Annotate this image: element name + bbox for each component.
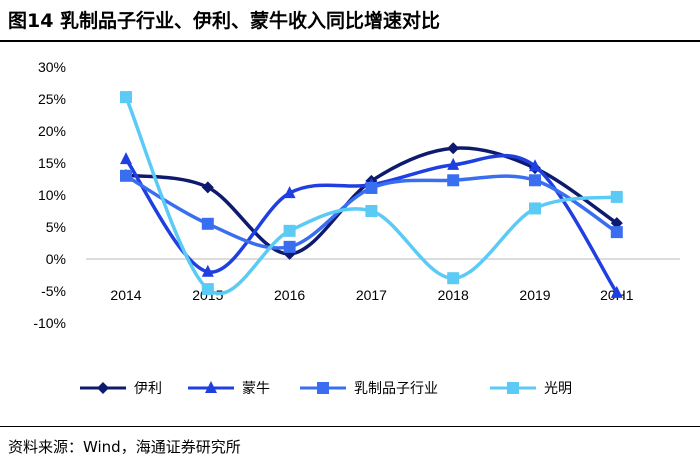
data-point [447,272,460,285]
data-point [120,91,132,104]
x-tick-label: 2014 [110,287,141,303]
y-tick-label: -5% [41,283,66,299]
source-note: 资料来源：Wind，海通证券研究所 [8,438,241,456]
data-point [283,224,296,237]
data-point [365,181,378,194]
series-line [125,146,618,256]
legend-label: 蒙牛 [242,381,270,397]
data-point [447,174,460,187]
y-tick-label: 5% [46,219,66,235]
series-line [124,96,618,296]
data-point [529,202,541,215]
data-point [201,181,214,194]
legend-label: 乳制品子行业 [354,381,438,397]
legend-marker [317,382,329,394]
data-point [120,169,132,182]
title-divider [0,40,700,42]
legend-label: 伊利 [134,381,162,397]
y-tick-label: 15% [38,155,66,171]
data-point [120,152,132,165]
data-point [283,186,296,199]
data-point [201,283,214,296]
data-point [610,285,623,298]
data-point [447,142,460,155]
source-divider [0,426,700,427]
y-tick-label: 0% [46,251,66,267]
legend-label: 光明 [544,381,572,397]
chart-title: 图14 乳制品子行业、伊利、蒙牛收入同比增速对比 [8,10,441,32]
y-tick-label: 10% [38,187,66,203]
y-tick-label: 30% [38,59,66,75]
legend-marker [205,381,217,393]
data-point [201,264,214,277]
data-point [529,159,541,172]
data-point [610,226,623,239]
x-tick-label: 2016 [274,287,305,303]
data-point [201,217,214,230]
legend-marker [507,382,519,394]
data-point [610,190,623,203]
x-tick-label: 2017 [356,287,387,303]
x-tick-label: 2019 [519,287,550,303]
data-point [365,205,378,217]
y-tick-label: 25% [38,91,66,107]
y-tick-label: -10% [33,315,66,331]
data-point [447,157,460,170]
legend-marker [97,382,109,394]
data-point [529,174,541,187]
y-tick-label: 20% [38,123,66,139]
data-point [283,240,296,253]
x-tick-label: 2018 [438,287,469,303]
